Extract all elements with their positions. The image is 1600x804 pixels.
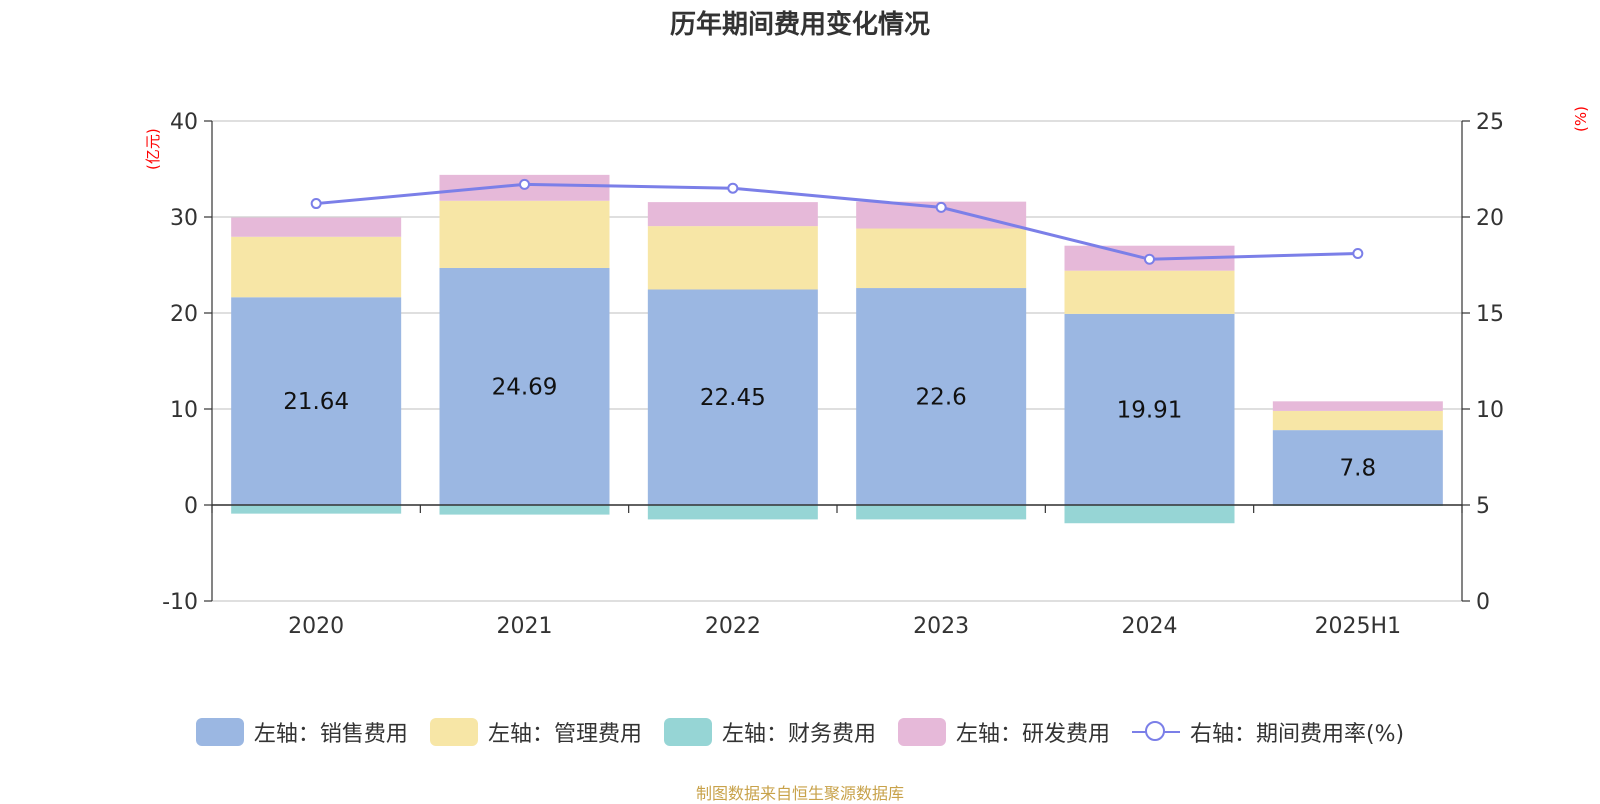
bar-data-label: 22.45	[700, 385, 766, 411]
x-axis-category-label: 2025H1	[1315, 614, 1402, 639]
legend: 左轴：销售费用 左轴：管理费用 左轴：财务费用 左轴：研发费用 右轴：期间费用率…	[0, 716, 1600, 748]
legend-label-sales: 左轴：销售费用	[253, 722, 408, 747]
bar-sales	[856, 288, 1027, 505]
bar-finance	[1064, 505, 1235, 524]
legend-label-admin: 左轴：管理费用	[487, 722, 642, 747]
right-axis-tick-label: 0	[1476, 590, 1490, 615]
bar-admin	[1272, 410, 1443, 431]
legend-item-sales[interactable]: 左轴：销售费用	[195, 716, 408, 748]
bar-sales	[1272, 430, 1443, 505]
left-axis-tick-label: 30	[170, 206, 198, 231]
x-axis-category-label: 2024	[1122, 614, 1178, 639]
bar-data-label: 7.8	[1340, 456, 1377, 482]
bar-sales	[439, 267, 610, 505]
legend-item-rd[interactable]: 左轴：研发费用	[897, 716, 1110, 748]
legend-line-marker-icon	[1131, 718, 1180, 746]
bar-sales	[1064, 313, 1235, 505]
legend-item-rate[interactable]: 右轴：期间费用率(%)	[1131, 716, 1405, 748]
legend-swatch-sales	[195, 718, 244, 746]
rate-point	[519, 178, 530, 190]
bar-data-label: 19.91	[1117, 397, 1183, 423]
legend-swatch-rd	[897, 718, 946, 746]
data-source-note: 制图数据来自恒生聚源数据库	[695, 784, 904, 803]
rate-point	[1352, 247, 1364, 259]
chart-title: 历年期间费用变化情况	[669, 10, 930, 40]
legend-item-admin[interactable]: 左轴：管理费用	[429, 716, 642, 748]
bar-admin	[1064, 270, 1235, 314]
left-axis-tick-label: -10	[162, 590, 198, 615]
left-axis-tick-label: 40	[170, 110, 198, 135]
bar-data-label: 22.6	[916, 385, 967, 411]
right-axis-tick-label: 15	[1476, 302, 1504, 327]
rate-point	[727, 182, 739, 194]
x-axis-category-label: 2020	[288, 614, 344, 639]
x-axis-category-label: 2022	[705, 614, 761, 639]
legend-swatch-admin	[429, 718, 478, 746]
bar-finance	[647, 505, 818, 520]
bar-finance	[231, 505, 402, 514]
left-axis-tick-label: 0	[184, 494, 198, 519]
legend-label-rate: 右轴：期间费用率(%)	[1189, 722, 1405, 747]
rate-point	[1144, 253, 1155, 265]
legend-item-finance[interactable]: 左轴：财务费用	[663, 716, 876, 748]
x-axis-category-label: 2021	[497, 614, 553, 639]
bar-admin	[439, 200, 610, 268]
x-axis-category-label: 2023	[913, 614, 969, 639]
bar-sales	[647, 289, 818, 505]
left-axis-tick-label: 20	[170, 302, 198, 327]
bar-finance	[856, 505, 1027, 520]
bar-rd	[647, 202, 818, 227]
bar-data-label: 24.69	[492, 374, 558, 400]
right-axis-tick-label: 20	[1476, 206, 1504, 231]
right-axis-tick-label: 10	[1476, 398, 1504, 423]
bar-rd	[231, 217, 402, 237]
rate-point	[935, 201, 947, 213]
legend-label-rd: 左轴：研发费用	[955, 722, 1110, 747]
right-axis-tick-label: 5	[1476, 494, 1490, 519]
rate-line	[316, 182, 1358, 261]
bar-admin	[231, 236, 402, 298]
bar-rd	[1272, 401, 1443, 411]
rate-point	[310, 198, 322, 210]
legend-swatch-finance	[663, 718, 712, 746]
bar-sales	[231, 297, 402, 505]
right-axis-tick-label: 25	[1476, 110, 1504, 135]
left-axis-tick-label: 10	[170, 398, 198, 423]
bar-data-label: 21.64	[283, 389, 349, 415]
bar-finance	[439, 505, 610, 515]
bar-admin	[856, 228, 1027, 289]
legend-label-finance: 左轴：财务费用	[721, 722, 876, 747]
bar-admin	[647, 226, 818, 290]
